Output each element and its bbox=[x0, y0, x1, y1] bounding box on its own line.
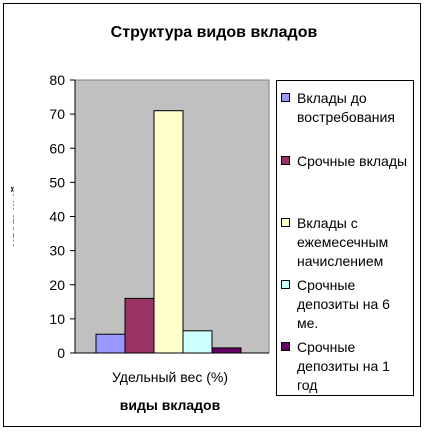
x-axis-label: виды вкладов bbox=[120, 397, 221, 413]
chart-title: Структура видов вкладов bbox=[111, 24, 318, 41]
legend-label: Срочные депозиты на 6 ме. bbox=[297, 277, 390, 331]
legend-item: Вклады до востребования bbox=[281, 89, 409, 127]
legend-item: Срочные депозиты на 1 год bbox=[281, 338, 409, 395]
legend-swatch bbox=[281, 156, 290, 165]
y-tick-label: 80 bbox=[49, 72, 65, 88]
legend-item: Срочные вклады bbox=[281, 152, 409, 171]
legend-label: Вклады до востребования bbox=[297, 90, 395, 125]
y-tick-label: 0 bbox=[57, 345, 65, 361]
y-tick-label: 20 bbox=[49, 277, 65, 293]
y-tick-label: 50 bbox=[49, 174, 65, 190]
legend-swatch bbox=[281, 218, 290, 227]
legend-item: Срочные депозиты на 6 ме. bbox=[281, 276, 409, 333]
y-tick-label: 60 bbox=[49, 140, 65, 156]
bar bbox=[124, 297, 155, 354]
y-tick-label: 70 bbox=[49, 106, 65, 122]
y-axis-ticks: 0 10 20 30 40 50 60 70 80 bbox=[49, 72, 75, 361]
legend-swatch bbox=[281, 93, 290, 102]
bar bbox=[182, 330, 213, 354]
x-category-label: Удельный вес (%) bbox=[112, 369, 228, 385]
legend: Вклады до востребования Срочные вклады В… bbox=[276, 80, 414, 396]
legend-swatch bbox=[281, 280, 290, 289]
y-tick-label: 40 bbox=[49, 209, 65, 225]
legend-label: Срочные депозиты на 1 год bbox=[297, 339, 390, 393]
legend-swatch bbox=[281, 342, 290, 351]
legend-item: Вклады с ежемесечным начислением bbox=[281, 214, 409, 271]
legend-label: Вклады с ежемесечным начислением bbox=[297, 215, 389, 269]
legend-label: Срочные вклады bbox=[297, 153, 408, 169]
bars bbox=[95, 110, 242, 354]
y-axis-label: удельный bbox=[9, 186, 23, 247]
y-tick-label: 30 bbox=[49, 243, 65, 259]
bar bbox=[211, 347, 242, 354]
bar bbox=[153, 110, 184, 354]
y-tick-label: 10 bbox=[49, 311, 65, 327]
bar bbox=[95, 333, 126, 354]
